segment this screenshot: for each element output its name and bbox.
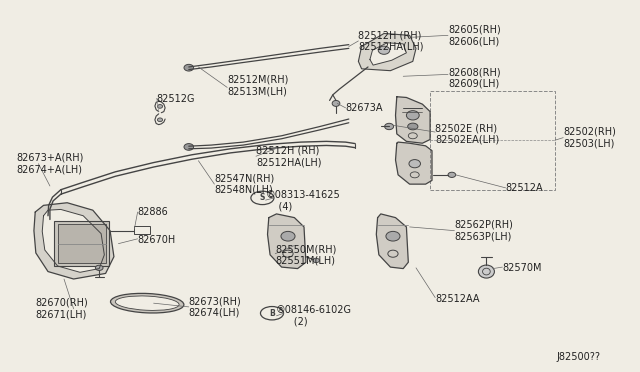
Text: 82512AA: 82512AA <box>435 295 480 304</box>
Ellipse shape <box>157 118 163 122</box>
Text: 82512G: 82512G <box>157 94 195 103</box>
Polygon shape <box>396 97 430 143</box>
Ellipse shape <box>184 64 193 71</box>
Polygon shape <box>34 203 114 279</box>
Ellipse shape <box>332 100 340 106</box>
Text: 82512A: 82512A <box>506 183 543 193</box>
Circle shape <box>260 307 284 320</box>
Text: 82512M(RH)
82513M(LH): 82512M(RH) 82513M(LH) <box>227 75 289 96</box>
Ellipse shape <box>313 258 319 263</box>
Polygon shape <box>268 214 306 269</box>
Text: 82502(RH)
82503(LH): 82502(RH) 82503(LH) <box>563 127 616 148</box>
Bar <box>430 91 555 190</box>
Ellipse shape <box>479 265 495 278</box>
Text: S: S <box>260 193 265 202</box>
Ellipse shape <box>184 144 193 150</box>
Text: ®08146-6102G
      (2): ®08146-6102G (2) <box>275 305 351 327</box>
Ellipse shape <box>281 231 295 241</box>
Text: 82502E (RH)
82502EA(LH): 82502E (RH) 82502EA(LH) <box>435 123 499 145</box>
Text: ©08313-41625
    (4): ©08313-41625 (4) <box>266 190 340 212</box>
Text: 82670H: 82670H <box>138 235 176 245</box>
Text: 82550M(RH)
82551M(LH): 82550M(RH) 82551M(LH) <box>275 244 337 266</box>
Ellipse shape <box>115 296 179 310</box>
Ellipse shape <box>385 123 394 129</box>
Text: B: B <box>269 309 275 318</box>
Ellipse shape <box>409 160 420 168</box>
Circle shape <box>251 191 274 205</box>
Bar <box>134 226 150 234</box>
Text: 82673+A(RH)
82674+A(LH): 82673+A(RH) 82674+A(LH) <box>16 153 83 174</box>
Text: 82570M: 82570M <box>502 263 542 273</box>
Ellipse shape <box>157 105 163 108</box>
Text: 82673A: 82673A <box>346 103 383 113</box>
Ellipse shape <box>408 123 418 130</box>
Polygon shape <box>370 43 406 65</box>
Text: 82605(RH)
82606(LH): 82605(RH) 82606(LH) <box>448 25 500 46</box>
Text: 82512H (RH)
82512HA(LH): 82512H (RH) 82512HA(LH) <box>358 30 424 52</box>
Polygon shape <box>42 209 104 272</box>
Text: 82608(RH)
82609(LH): 82608(RH) 82609(LH) <box>448 67 500 89</box>
Ellipse shape <box>378 46 390 54</box>
Ellipse shape <box>406 111 419 120</box>
Ellipse shape <box>95 265 103 270</box>
Text: 82886: 82886 <box>138 207 168 217</box>
Text: 82547N(RH)
82548N(LH): 82547N(RH) 82548N(LH) <box>214 173 275 195</box>
Polygon shape <box>358 33 416 71</box>
Polygon shape <box>396 142 432 184</box>
Ellipse shape <box>111 294 184 313</box>
Text: 82562P(RH)
82563P(LH): 82562P(RH) 82563P(LH) <box>454 220 513 241</box>
Ellipse shape <box>386 231 400 241</box>
Ellipse shape <box>448 172 456 177</box>
Bar <box>54 221 109 266</box>
Bar <box>58 224 106 263</box>
Polygon shape <box>376 214 408 269</box>
Text: 82673(RH)
82674(LH): 82673(RH) 82674(LH) <box>189 296 241 318</box>
Text: J82500??: J82500?? <box>557 352 601 362</box>
Text: 82512H (RH)
82512HA(LH): 82512H (RH) 82512HA(LH) <box>256 145 321 167</box>
Text: 82670(RH)
82671(LH): 82670(RH) 82671(LH) <box>35 298 88 320</box>
